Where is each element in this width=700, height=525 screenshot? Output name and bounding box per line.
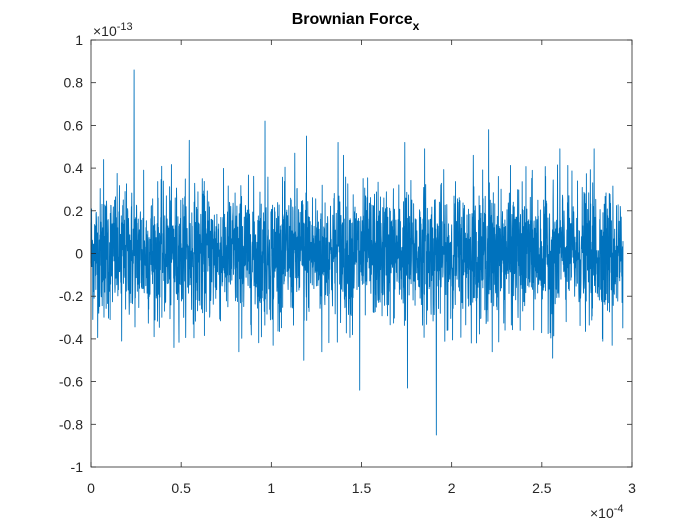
y-tick-label: 0.6 (64, 117, 84, 133)
y-exponent-power: -13 (117, 21, 133, 33)
x-tick-label: 0 (87, 480, 95, 496)
x-tick-label: 1 (267, 480, 275, 496)
title-main: Brownian Force (292, 11, 413, 28)
x-tick-label: 0.5 (171, 480, 191, 496)
y-tick-label: -0.6 (59, 374, 83, 390)
y-tick-label: -0.2 (59, 288, 83, 304)
y-tick-label: 0.4 (64, 160, 84, 176)
y-axis-exponent: ×10-13 (93, 21, 133, 39)
x-exponent-base: ×10 (590, 505, 614, 521)
y-tick-label: 0.2 (64, 203, 84, 219)
x-tick-label: 2 (448, 480, 456, 496)
title-subscript: x (413, 19, 420, 33)
x-tick-label: 2.5 (532, 480, 552, 496)
y-tick-label: -1 (71, 459, 84, 475)
series-line-group (90, 69, 624, 436)
x-axis-exponent: ×10-4 (590, 503, 624, 521)
y-axis-ticks: -1 -0.8 -0.6 -0.4 -0.2 0 0.2 0.4 0.6 0.8 1 (59, 32, 632, 475)
y-tick-label: 1 (75, 32, 83, 48)
y-exponent-base: ×10 (93, 23, 117, 39)
x-tick-label: 1.5 (352, 480, 372, 496)
chart-title: Brownian Forcex (292, 11, 420, 33)
x-exponent-power: -4 (614, 503, 624, 515)
y-tick-label: 0 (75, 246, 83, 262)
y-tick-label: -0.8 (59, 416, 83, 432)
series-line (90, 69, 624, 436)
y-tick-label: 0.8 (64, 75, 84, 91)
x-tick-label: 3 (628, 480, 636, 496)
y-tick-label: -0.4 (59, 331, 83, 347)
x-axis-ticks: 0 0.5 1 1.5 2 2.5 3 (87, 40, 636, 496)
